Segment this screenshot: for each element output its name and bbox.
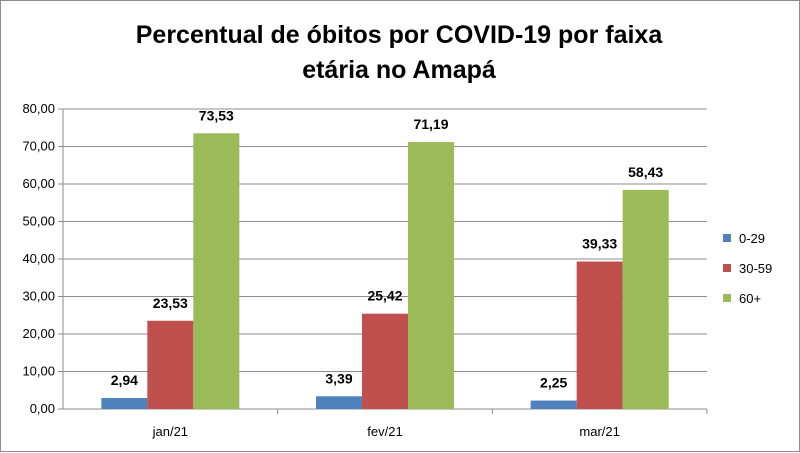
data-labels: 2,94 23,53 73,53 3,39 25,42 71,19 2,25 39,33 58,… (111, 107, 664, 390)
y-tick-label: 10,00 (22, 364, 55, 379)
bar (622, 189, 669, 409)
bar (362, 313, 408, 409)
legend-label: 0-29 (739, 231, 765, 246)
data-label: 73,53 (199, 107, 234, 123)
data-label: 71,19 (413, 116, 448, 132)
chart-title-line-1: Percentual de óbitos por COVID-19 por fa… (136, 21, 664, 49)
bar (101, 397, 148, 409)
y-tick-label: 50,00 (22, 214, 55, 229)
data-label: 25,42 (367, 288, 402, 304)
chart-title-line-2: etária no Amapá (302, 56, 496, 84)
x-category-label: fev/21 (367, 424, 402, 439)
data-label: 23,53 (153, 295, 188, 311)
y-tick-label: 20,00 (22, 326, 55, 341)
data-label: 3,39 (325, 370, 352, 386)
legend-swatch (723, 294, 731, 302)
data-label: 2,25 (540, 375, 567, 391)
x-category-label: jan/21 (152, 424, 188, 439)
bar (576, 261, 623, 409)
bars (101, 133, 669, 409)
y-tick-label: 40,00 (22, 251, 55, 266)
legend-swatch (723, 234, 731, 242)
y-tick-label: 70,00 (22, 139, 55, 154)
data-label: 39,33 (582, 236, 617, 252)
bar (530, 400, 577, 409)
bar (316, 396, 362, 409)
y-tick-label: 30,00 (22, 289, 55, 304)
legend-label: 30-59 (739, 261, 772, 276)
legend-swatch (723, 264, 731, 272)
legend-label: 60+ (739, 291, 761, 306)
bar (408, 142, 454, 409)
bar (147, 320, 194, 409)
data-label: 2,94 (111, 372, 138, 388)
bar (193, 133, 240, 409)
y-tick-label: 0,00 (30, 401, 55, 416)
data-label: 58,43 (628, 164, 663, 180)
y-tick-label: 80,00 (22, 101, 55, 116)
y-tick-label: 60,00 (22, 176, 55, 191)
x-category-label: mar/21 (579, 424, 619, 439)
legend: 0-29 30-59 60+ (723, 231, 772, 306)
